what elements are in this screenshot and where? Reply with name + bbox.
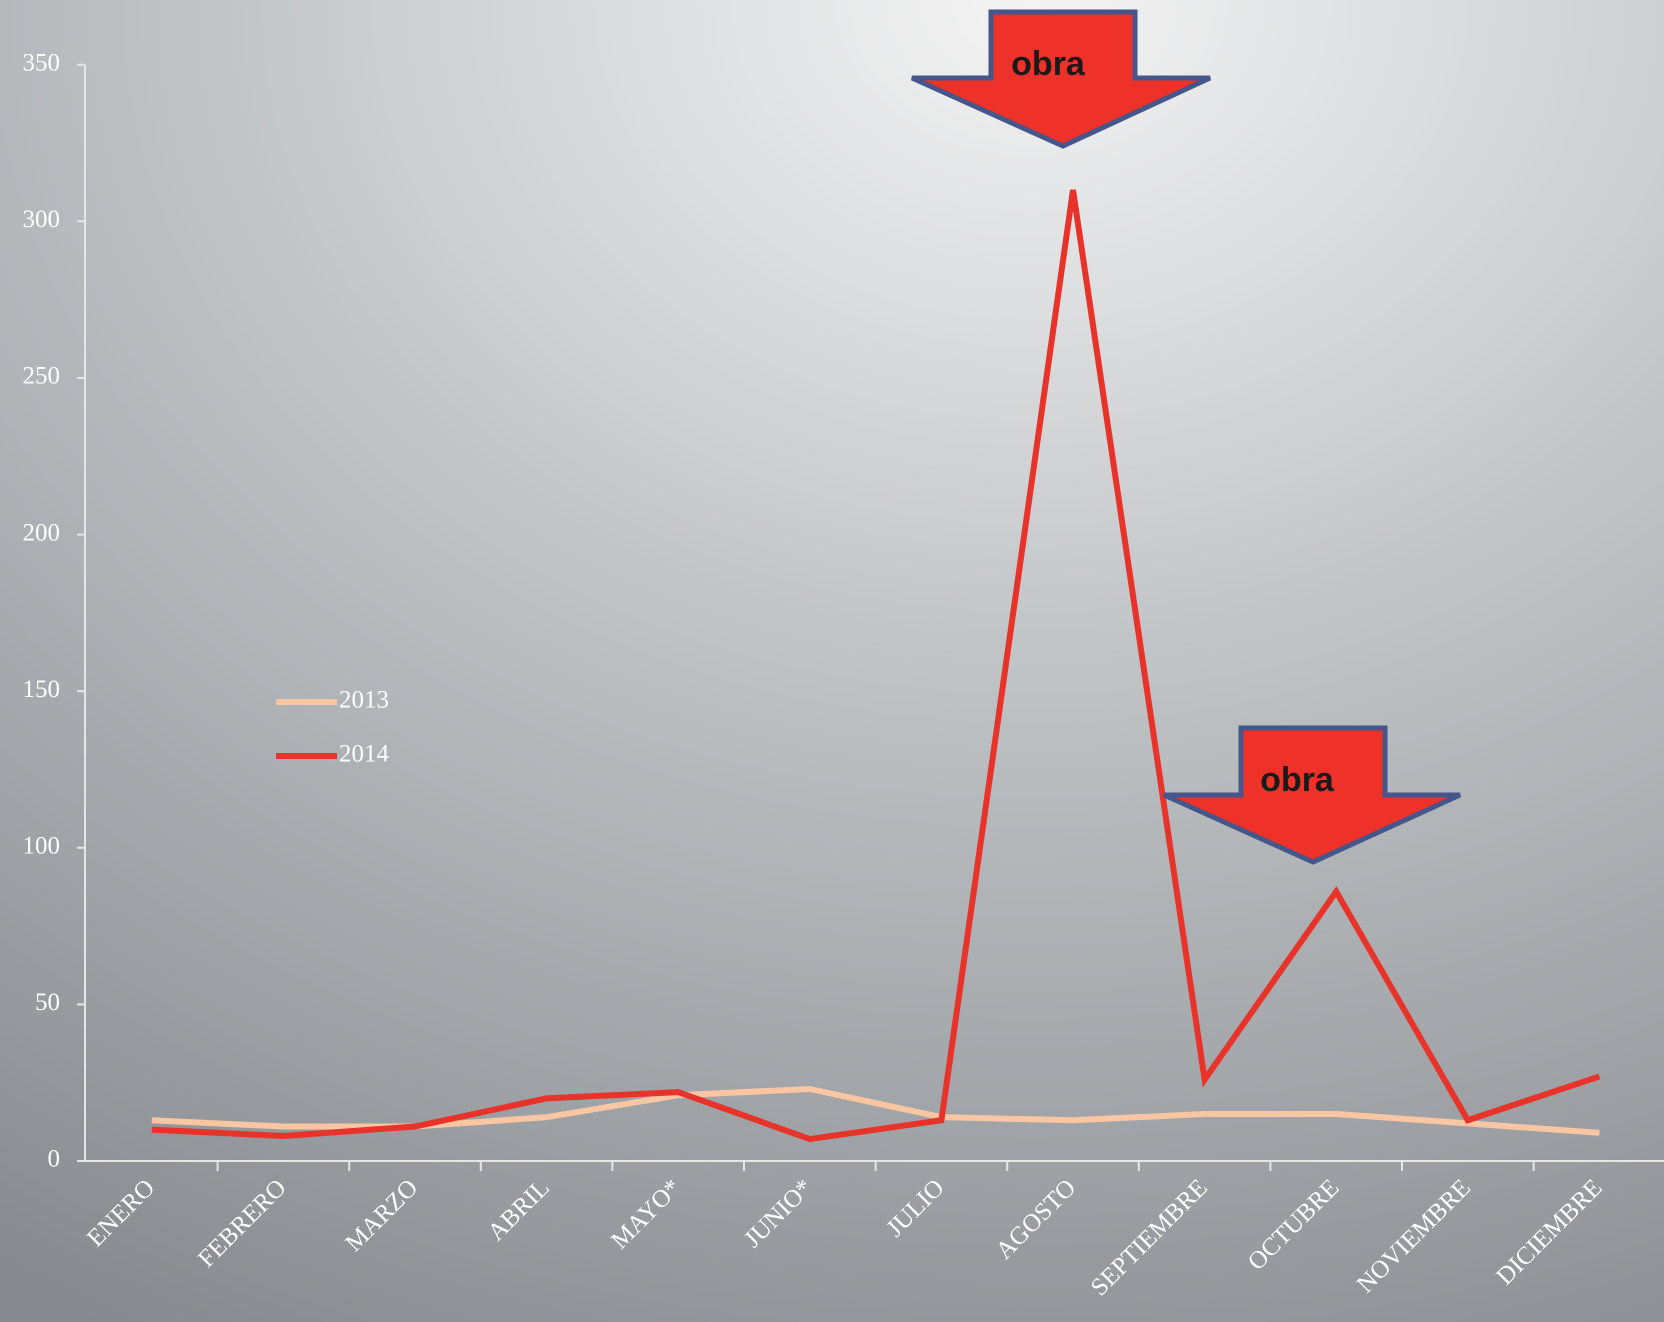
y-tick-label: 250 bbox=[23, 363, 61, 390]
annotation-arrows bbox=[910, 9, 1462, 865]
series-line bbox=[151, 189, 1601, 1143]
y-tick-label: 50 bbox=[35, 989, 60, 1016]
legend-label: 2014 bbox=[339, 741, 390, 768]
y-tick-label: 300 bbox=[23, 206, 61, 233]
arrow bbox=[1162, 725, 1462, 865]
y-tick-label: 0 bbox=[48, 1146, 61, 1173]
annotation: obra bbox=[1011, 45, 1086, 83]
y-tick-label: 350 bbox=[23, 49, 61, 76]
arrow bbox=[910, 9, 1212, 149]
annotation: obra bbox=[1260, 761, 1335, 799]
y-tick-label: 100 bbox=[23, 833, 61, 860]
y-tick-label: 150 bbox=[23, 676, 61, 703]
legend-label: 2013 bbox=[339, 687, 389, 714]
y-tick-label: 200 bbox=[23, 519, 61, 546]
